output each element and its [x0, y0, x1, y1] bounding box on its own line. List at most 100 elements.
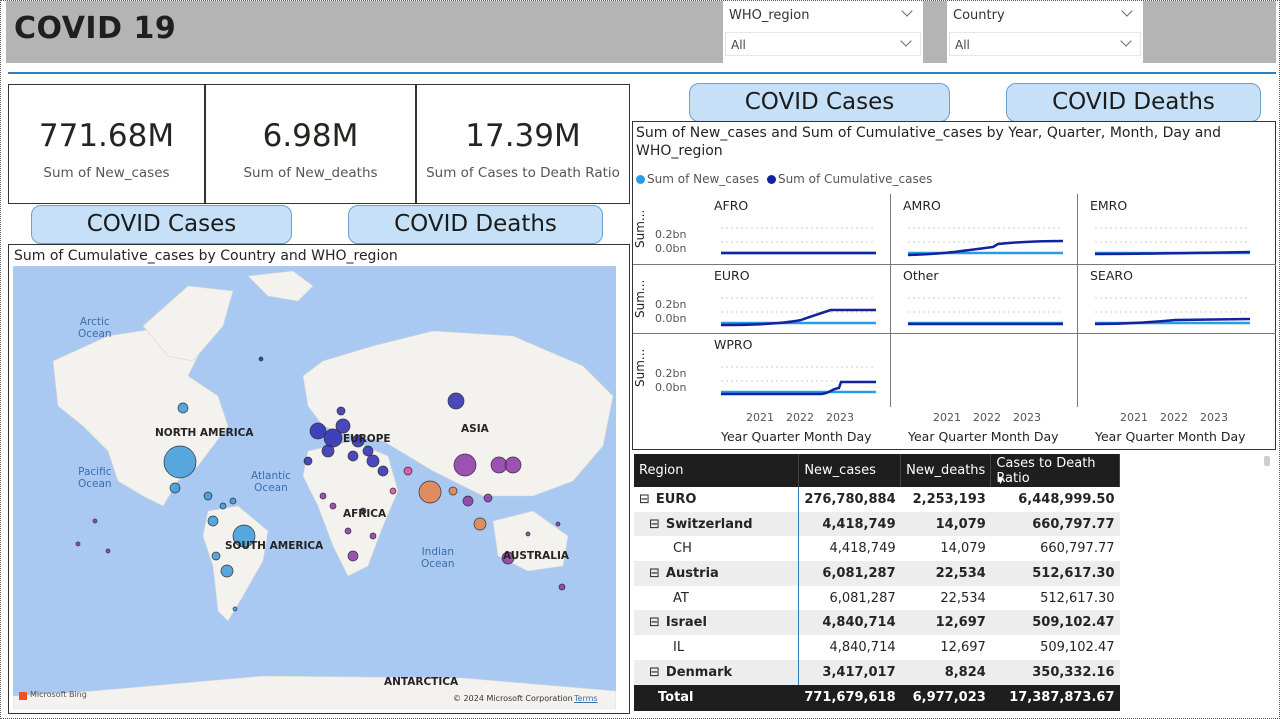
- x-axis-label: Year Quarter Month Day: [721, 429, 872, 444]
- panel-title: SEARO: [1090, 268, 1133, 283]
- panel-title: EURO: [714, 268, 750, 283]
- covid-cases-button[interactable]: COVID Cases: [31, 205, 292, 244]
- matrix-table[interactable]: Region New_cases New_deaths Cases to Dea…: [634, 454, 1120, 711]
- who-region-slicer[interactable]: WHO_region All: [723, 1, 923, 63]
- table-row[interactable]: ⊟ Austria 6,081,287 22,534 512,617.30: [634, 561, 1120, 586]
- x-tick: 2023: [1200, 411, 1228, 424]
- collapse-icon[interactable]: ⊟: [649, 565, 660, 581]
- x-tick: 2023: [826, 411, 854, 424]
- series-cumulative-line: [720, 308, 876, 327]
- ratio-cell: 512,617.30: [990, 561, 1120, 586]
- new-deaths-cell: 14,079: [940, 541, 986, 557]
- x-tick: 2023: [1013, 411, 1041, 424]
- table-row[interactable]: ⊟ EURO 276,780,884 2,253,193 6,448,999.50: [634, 487, 1120, 512]
- grid-divider: [890, 194, 891, 407]
- region-cell: ⊟ Israel: [634, 610, 800, 636]
- kpi-caption: Sum of Cases to Death Ratio: [426, 165, 620, 181]
- new-cases-cell: 276,780,884: [804, 491, 896, 507]
- country-dropdown[interactable]: All: [949, 32, 1141, 56]
- region-label: Austria: [665, 565, 719, 581]
- ratio-cell: 509,102.47: [990, 610, 1120, 636]
- new-deaths-cell: 2,253,193: [912, 491, 986, 507]
- small-multiple-wpro[interactable]: WPRO 0.2bn 0.0bn Sum...: [633, 333, 890, 403]
- small-multiple-euro[interactable]: EURO 0.2bn 0.0bn Sum...: [633, 264, 890, 334]
- chevron-down-icon[interactable]: [1121, 5, 1133, 17]
- column-header-region[interactable]: Region: [634, 454, 800, 487]
- panel-plot: [1094, 297, 1251, 326]
- small-multiple-amro[interactable]: AMRO: [892, 194, 1078, 264]
- grid-divider: [633, 333, 1276, 334]
- slicer-label: Country: [953, 8, 1005, 23]
- chevron-down-icon[interactable]: [900, 35, 912, 47]
- table-row[interactable]: AT 6,081,287 22,534 512,617.30: [634, 585, 1120, 611]
- small-multiple-other[interactable]: Other: [892, 264, 1078, 334]
- table-row[interactable]: ⊟ Switzerland 4,418,749 14,079 660,797.77: [634, 511, 1120, 537]
- bing-logo-icon: [19, 692, 27, 700]
- region-cell: IL: [634, 635, 800, 660]
- table-row[interactable]: IL 4,840,714 12,697 509,102.47: [634, 635, 1120, 660]
- covid-deaths-button[interactable]: COVID Deaths: [1006, 83, 1261, 122]
- new-cases-cell: 6,081,287: [829, 590, 896, 606]
- y-tick: 0.0bn: [655, 312, 687, 325]
- region-label: IL: [673, 639, 685, 655]
- collapse-icon[interactable]: ⊟: [649, 664, 660, 680]
- table-row[interactable]: ⊟ Israel 4,840,714 12,697 509,102.47: [634, 610, 1120, 636]
- total-row: Total 771,679,618 6,977,023 17,387,873.67: [634, 684, 1120, 711]
- who-region-dropdown[interactable]: All: [725, 32, 921, 56]
- terms-link[interactable]: Terms: [574, 694, 598, 703]
- scrollbar[interactable]: [1264, 456, 1270, 466]
- map-label-australia: AUSTRALIA: [503, 550, 569, 562]
- chevron-down-icon[interactable]: [901, 5, 913, 17]
- collapse-icon[interactable]: ⊟: [649, 615, 660, 631]
- map-label-antarctica: ANTARCTICA: [384, 676, 459, 688]
- new-deaths-cell: 8,824: [900, 659, 991, 685]
- small-multiple-searo[interactable]: SEARO: [1079, 264, 1275, 334]
- world-map[interactable]: Arctic Ocean NORTH AMERICA EUROPE ASIA P…: [13, 266, 616, 709]
- country-slicer[interactable]: Country All: [947, 1, 1143, 63]
- small-multiples-visual[interactable]: Sum of New_cases and Sum of Cumulative_c…: [632, 121, 1276, 450]
- region-cell: CH: [634, 536, 800, 562]
- panel-plot: [908, 297, 1063, 326]
- column-header-new-deaths[interactable]: New_deaths: [900, 454, 992, 487]
- collapse-icon[interactable]: ⊟: [639, 491, 650, 507]
- table-row[interactable]: CH 4,418,749 14,079 660,797.77: [634, 536, 1120, 562]
- y-tick: 0.0bn: [655, 242, 687, 255]
- panel-plot: [720, 297, 876, 327]
- new-deaths-cell: 14,079: [900, 511, 991, 537]
- region-cell: ⊟ Denmark: [634, 659, 800, 685]
- legend-dot-cumulative-icon: [766, 175, 776, 184]
- new-deaths-cell: 22,534: [940, 590, 986, 606]
- x-tick: 2021: [933, 411, 961, 424]
- map-bubbles[interactable]: [13, 266, 616, 709]
- region-cell: ⊟ EURO: [634, 487, 800, 512]
- x-tick: 2022: [786, 411, 814, 424]
- panel-plot: [907, 227, 1064, 257]
- chevron-down-icon[interactable]: [1120, 35, 1132, 47]
- total-new-cases: 771,679,618: [798, 684, 901, 711]
- kpi-card-new-deaths: 6.98M Sum of New_deaths: [205, 84, 416, 204]
- new-cases-cell: 4,840,714: [829, 639, 896, 655]
- total-label: Total: [634, 684, 799, 711]
- covid-deaths-button[interactable]: COVID Deaths: [348, 205, 603, 244]
- column-header-ratio[interactable]: Cases to Death Ratio ▼: [990, 454, 1120, 487]
- new-deaths-cell: 22,534: [900, 561, 991, 586]
- series-cumulative-line: [721, 380, 876, 396]
- new-cases-cell: 4,418,749: [829, 541, 896, 557]
- ratio-cell: 350,332.16: [990, 659, 1120, 685]
- legend-new-cases: Sum of New_cases: [647, 172, 760, 186]
- small-multiple-emro[interactable]: EMRO: [1079, 194, 1275, 264]
- sort-desc-icon[interactable]: ▼: [997, 476, 1004, 485]
- small-multiple-afro[interactable]: AFRO 0.2bn 0.0bn Sum...: [633, 194, 890, 264]
- kpi-value: 771.68M: [38, 118, 175, 154]
- collapse-icon[interactable]: ⊟: [649, 516, 660, 532]
- column-header-new-cases[interactable]: New_cases: [798, 454, 902, 487]
- table-header-row: Region New_cases New_deaths Cases to Dea…: [634, 454, 1120, 487]
- table-row[interactable]: ⊟ Denmark 3,417,017 8,824 350,332.16: [634, 659, 1120, 685]
- region-label: AT: [673, 590, 689, 606]
- covid-cases-button[interactable]: COVID Cases: [689, 83, 950, 122]
- ratio-cell: 509,102.47: [1040, 639, 1115, 655]
- total-ratio: 17,387,873.67: [990, 684, 1120, 711]
- x-tick: 2022: [1160, 411, 1188, 424]
- panel-plot: [721, 366, 876, 396]
